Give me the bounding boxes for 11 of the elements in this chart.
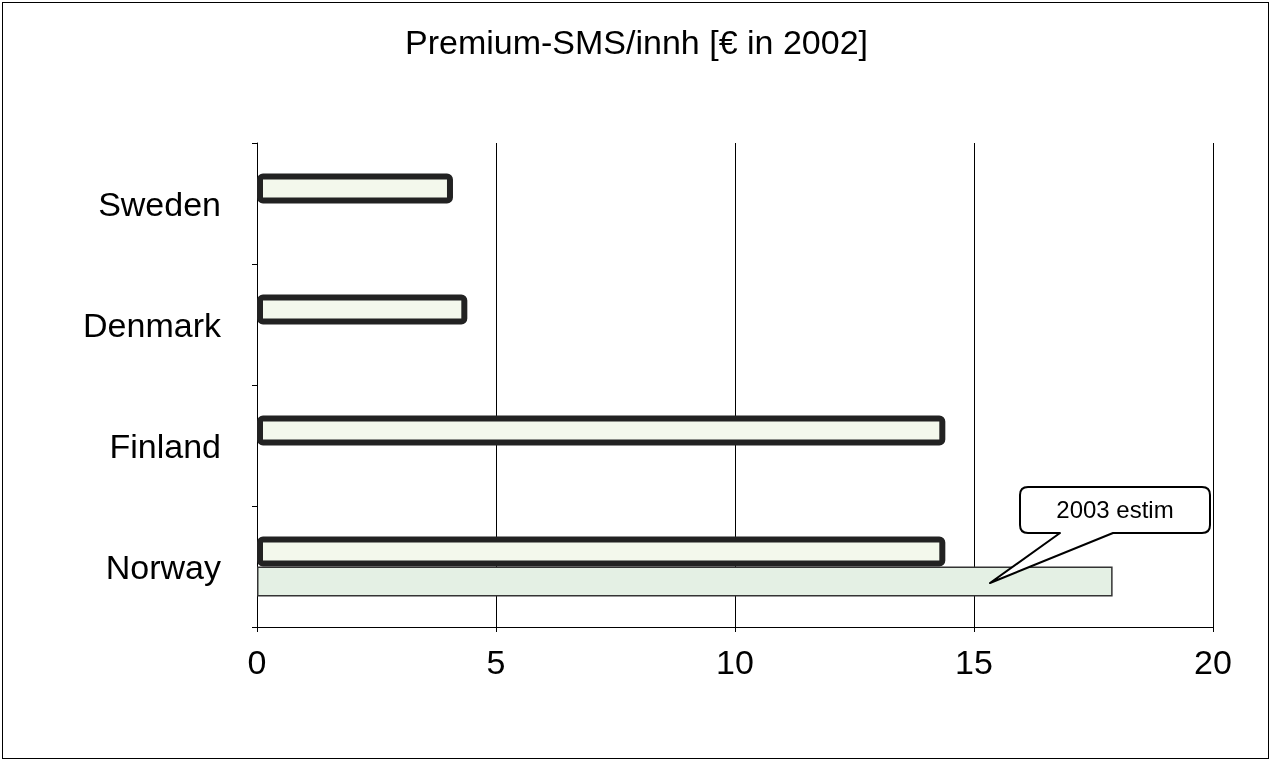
x-tick-label: 15: [955, 643, 993, 681]
x-tick-label: 10: [716, 643, 754, 681]
x-tick-label: 0: [247, 643, 267, 681]
x-tick-label: 20: [1194, 643, 1232, 681]
x-tick-label: 5: [486, 643, 506, 681]
y-tick-label: Norway: [105, 547, 221, 586]
y-tick-label: Sweden: [98, 184, 221, 223]
y-tick-label: Finland: [109, 426, 221, 465]
chart-title: Premium-SMS/innh [€ in 2002]: [405, 23, 868, 61]
annotation: 2003 estim: [1056, 496, 1174, 523]
y-tick-label: Denmark: [83, 305, 222, 344]
